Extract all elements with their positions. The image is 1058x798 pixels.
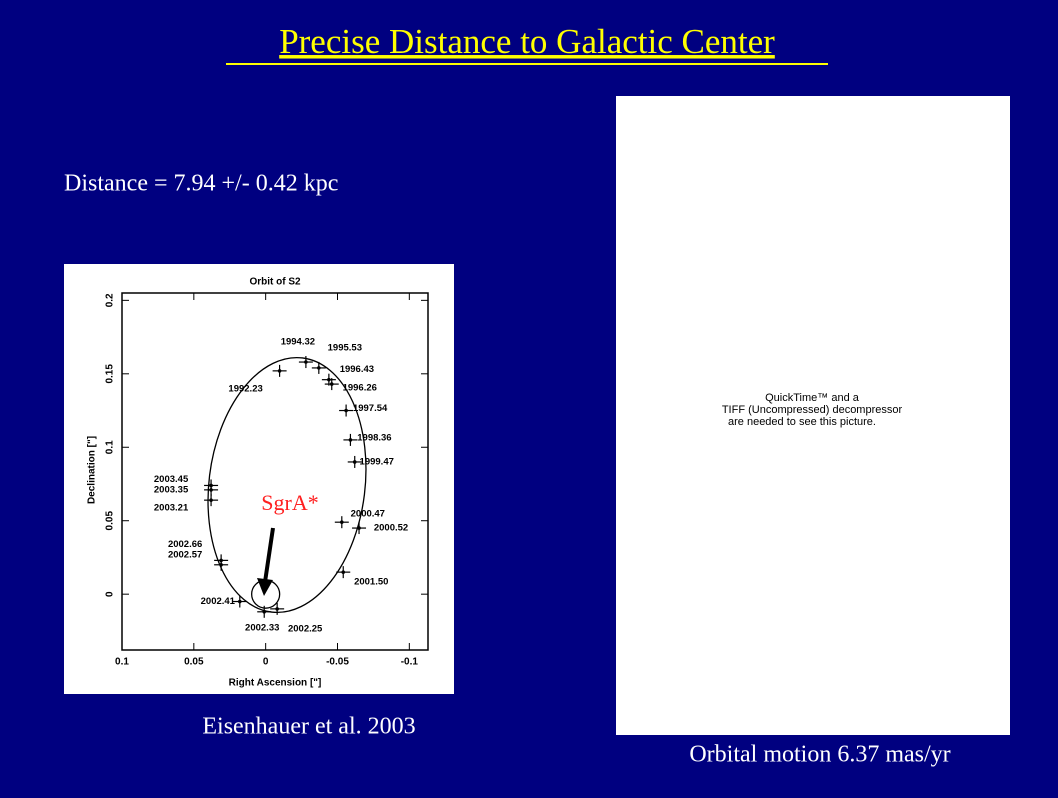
- x-tick-label: -0.05: [326, 657, 349, 668]
- x-tick-label: -0.1: [401, 657, 419, 668]
- point-dot: [275, 607, 279, 611]
- x-tick-label: 0: [263, 657, 269, 668]
- point-label: 2003.35: [154, 484, 189, 495]
- data-point: [336, 566, 351, 579]
- point-label: 1996.26: [343, 383, 377, 394]
- plot-title: Orbit of S2: [249, 277, 301, 288]
- movie-placeholder: [616, 96, 1010, 735]
- point-label: 2002.57: [168, 549, 202, 560]
- y-tick-label: 0.15: [105, 364, 116, 384]
- point-label: 2002.66: [168, 539, 202, 550]
- point-dot: [352, 460, 357, 464]
- data-point: [343, 433, 358, 446]
- orbit-plot: Orbit of S2 Right Ascension ["] Declinatio…: [87, 277, 429, 689]
- point-dot: [317, 366, 321, 370]
- y-tick-label: 0.2: [105, 293, 116, 307]
- quicktime-line: QuickTime™ and a: [765, 392, 860, 404]
- data-point: [298, 356, 313, 369]
- plot-image: [64, 264, 454, 694]
- distance-text: Distance = 7.94 +/- 0.42 kpc: [64, 171, 338, 197]
- data-point: [270, 602, 285, 615]
- data-point: [347, 455, 362, 468]
- point-dot: [277, 369, 282, 373]
- data-point: [204, 494, 219, 507]
- point-label: 2000.47: [351, 509, 385, 520]
- point-dot: [238, 599, 242, 604]
- point-dot: [304, 360, 308, 364]
- point-label: 2001.50: [354, 577, 388, 588]
- point-label: 2003.45: [154, 474, 189, 485]
- plot-frame: [121, 292, 429, 651]
- y-tick-label: 0.05: [105, 511, 116, 531]
- data-point: [311, 361, 326, 374]
- x-axis-label: Right Ascension ["]: [229, 678, 322, 689]
- point-dot: [329, 382, 334, 386]
- caption-left: Eisenhauer et al. 2003: [202, 714, 415, 740]
- y-tick-label: 0: [105, 591, 116, 597]
- quicktime-line: TIFF (Uncompressed) decompressor: [722, 404, 903, 416]
- data-point: [214, 554, 229, 567]
- point-label: 1997.54: [353, 403, 388, 414]
- point-label: 1995.53: [328, 342, 362, 353]
- caption-right: Orbital motion 6.37 mas/yr: [689, 742, 950, 768]
- data-point: [232, 595, 247, 608]
- point-dot: [344, 408, 348, 413]
- point-dot: [357, 526, 361, 530]
- point-label: 2003.21: [154, 503, 189, 514]
- point-dot: [209, 498, 213, 502]
- sgra-arrowhead: [257, 578, 273, 596]
- data-point: [352, 522, 367, 535]
- point-label: 1994.32: [281, 337, 315, 348]
- data-point: [272, 364, 287, 377]
- orbit-fit: [207, 356, 367, 614]
- x-tick-label: 0.05: [184, 657, 204, 668]
- quicktime-line: are needed to see this picture.: [728, 416, 876, 428]
- data-point: [257, 605, 272, 618]
- y-tick-label: 0.1: [105, 440, 116, 454]
- data-point: [204, 479, 219, 492]
- point-label: 1992.23: [228, 383, 262, 394]
- y-axis-label: Declination ["]: [87, 436, 98, 504]
- data-point: [339, 404, 354, 417]
- slide-title: Precise Distance to Galactic Center: [279, 22, 775, 61]
- data-point: [324, 378, 339, 391]
- point-dot: [348, 438, 353, 442]
- point-label: 1999.47: [360, 456, 394, 467]
- point-dot: [327, 377, 331, 382]
- point-dot: [340, 520, 344, 524]
- x-tick-label: 0.1: [115, 657, 129, 668]
- point-label: 2002.41: [201, 596, 236, 607]
- point-dot: [262, 610, 267, 614]
- point-dot: [209, 483, 213, 488]
- point-label: 1998.36: [357, 432, 391, 443]
- data-point: [334, 516, 349, 529]
- point-label: 2002.25: [288, 623, 323, 634]
- point-dot: [341, 570, 346, 574]
- sgra-label: SgrA*: [261, 490, 318, 515]
- point-label: 2000.52: [374, 523, 408, 534]
- point-label: 1996.43: [340, 364, 374, 375]
- sgra-arrow: [263, 527, 275, 583]
- point-label: 2002.33: [245, 622, 279, 633]
- point-dot: [219, 558, 223, 563]
